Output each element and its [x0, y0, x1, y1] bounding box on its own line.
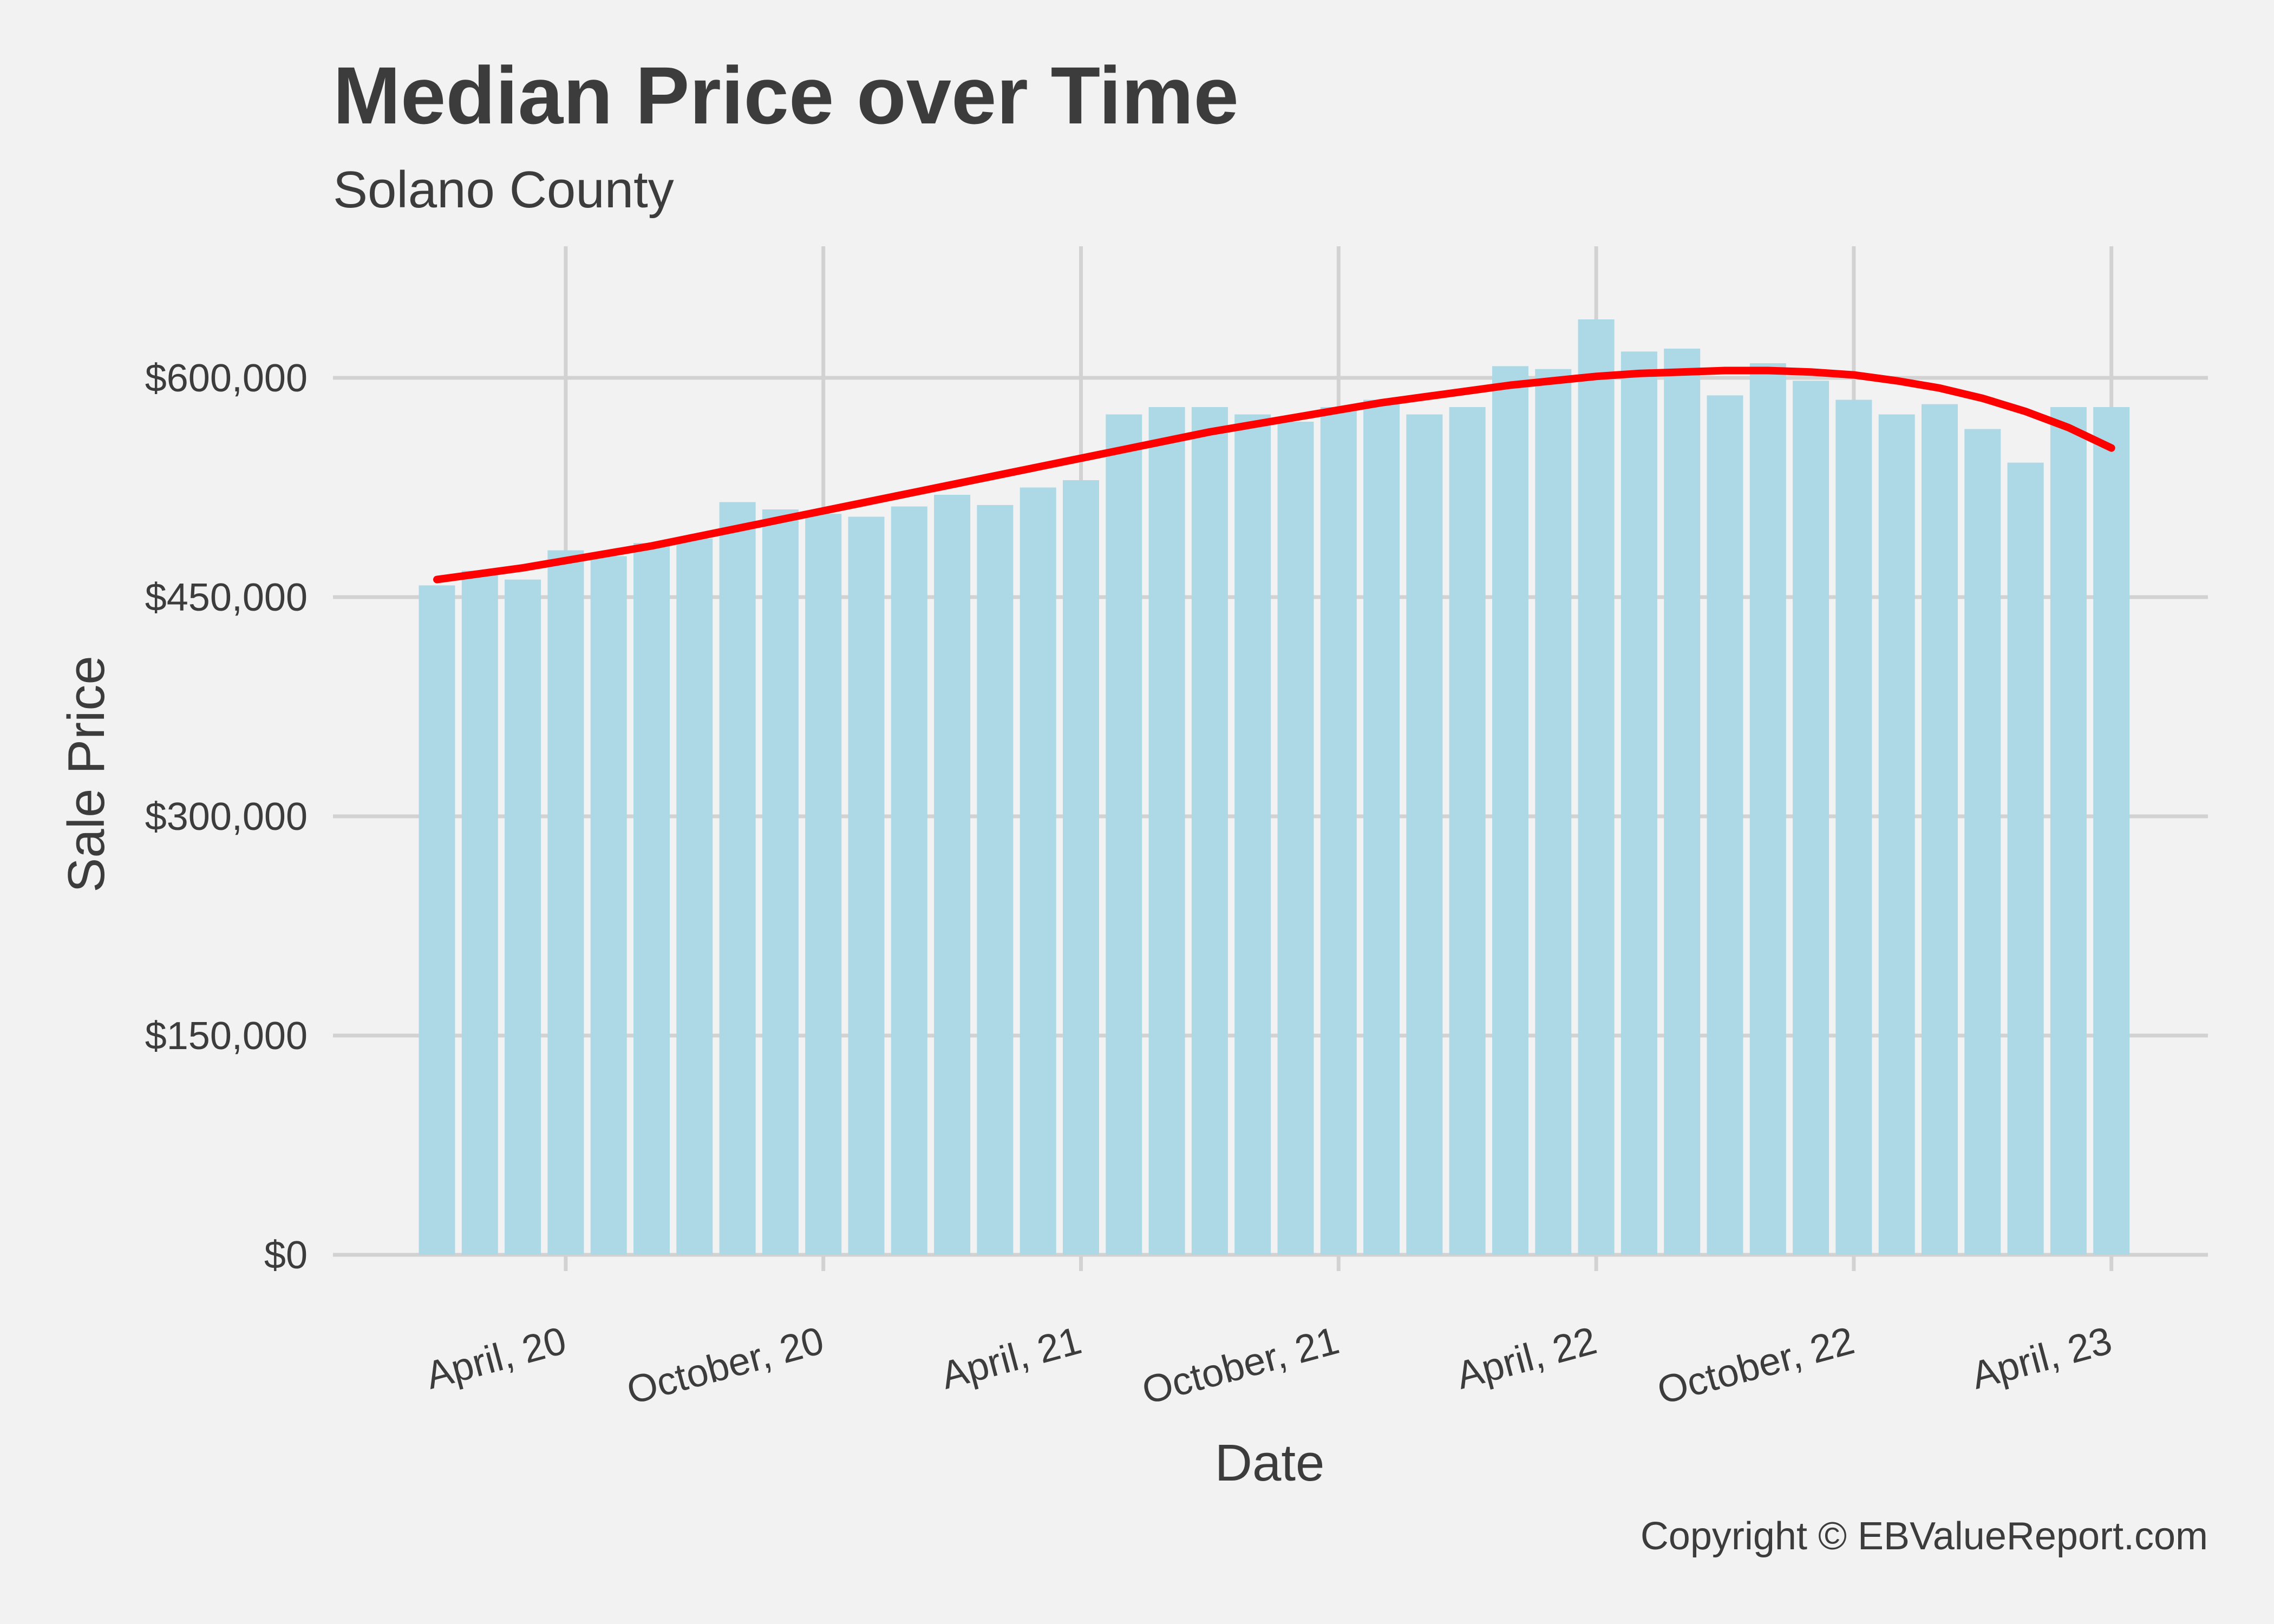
bar [1620, 351, 1657, 1255]
bar [977, 505, 1014, 1255]
bar [1749, 363, 1786, 1255]
bar [1922, 404, 1958, 1255]
bar [1234, 414, 1271, 1255]
x-tick-label: April, 21 [937, 1319, 1086, 1398]
x-axis-ticks: April, 20 October, 20 April, 21 October, 21… [421, 1319, 2116, 1413]
bar [1020, 487, 1056, 1255]
y-axis-ticks: $0 $150,000 $300,000 $450,000 $600,000 [145, 357, 308, 1277]
y-tick-label: $450,000 [145, 576, 308, 619]
bar [2050, 407, 2087, 1255]
bar [1964, 429, 2001, 1255]
bar [719, 502, 756, 1255]
bar [1277, 422, 1314, 1255]
y-axis-title: Sale Price [57, 656, 115, 893]
bar [891, 506, 927, 1255]
bar [1492, 366, 1528, 1255]
bar [2007, 462, 2044, 1255]
x-tick-label: October, 22 [1653, 1319, 1859, 1413]
y-tick-label: $150,000 [145, 1014, 308, 1058]
chart-title: Median Price over Time [333, 50, 1239, 141]
bar [1363, 400, 1400, 1255]
bar [1535, 369, 1572, 1255]
x-tick-label: October, 20 [623, 1319, 828, 1413]
y-tick-label: $600,000 [145, 357, 308, 400]
bar [1320, 407, 1357, 1255]
bars [419, 319, 2130, 1255]
bar [2093, 407, 2130, 1255]
x-tick-label: October, 21 [1138, 1319, 1343, 1413]
bar [805, 514, 842, 1255]
bar [1406, 414, 1443, 1255]
trend-line [433, 366, 2115, 584]
bar [762, 509, 799, 1255]
y-tick-label: $300,000 [145, 795, 308, 839]
x-axis-title: Date [1215, 1434, 1325, 1492]
trend-line-group [433, 366, 2115, 584]
bar [1835, 400, 1872, 1255]
bar [848, 516, 885, 1255]
bar [1578, 319, 1615, 1255]
bar [419, 585, 455, 1255]
bar [1106, 414, 1142, 1255]
bar [676, 539, 713, 1255]
x-tick-label: April, 20 [421, 1319, 571, 1398]
bar [934, 495, 971, 1255]
bar [633, 543, 670, 1255]
bar [505, 579, 541, 1255]
copyright-caption: Copyright © EBValueReport.com [1641, 1515, 2208, 1558]
y-tick-label: $0 [264, 1234, 308, 1277]
x-tick-label: April, 22 [1452, 1319, 1601, 1398]
bar [1664, 349, 1701, 1255]
chart-subtitle: Solano County [333, 161, 674, 219]
bar [590, 556, 627, 1255]
bar [1063, 480, 1099, 1255]
bar [1148, 407, 1185, 1255]
x-tick-label: April, 23 [1967, 1319, 2116, 1398]
bar [547, 550, 584, 1255]
bar [1449, 407, 1486, 1255]
bar [1793, 381, 1829, 1255]
bar [1878, 414, 1915, 1255]
bar [461, 571, 498, 1255]
bar [1191, 407, 1228, 1255]
bar [1707, 395, 1743, 1255]
